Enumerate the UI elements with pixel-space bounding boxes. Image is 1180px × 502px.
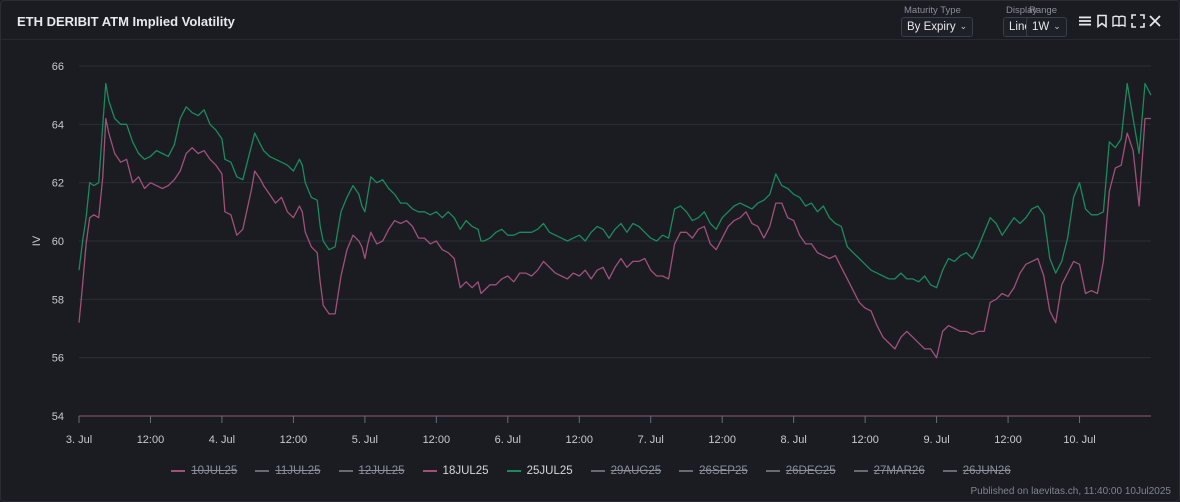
menu-icon[interactable] xyxy=(1078,14,1092,28)
x-tick-label: 12:00 xyxy=(423,434,451,446)
series-line-18JUL25 xyxy=(78,117,1151,359)
y-axis-label: IV xyxy=(31,235,43,246)
x-tick-label: 5. Jul xyxy=(352,434,378,446)
range-select[interactable]: 1W ⌄ xyxy=(1026,17,1067,37)
published-footer: Published on laevitas.ch, 11:40:00 10Jul… xyxy=(970,486,1171,497)
legend-item-25JUL25[interactable]: 25JUL25 xyxy=(506,465,573,477)
y-tick-label: 56 xyxy=(52,353,64,365)
legend-item-10JUL25[interactable]: 10JUL25 xyxy=(171,465,237,477)
chevron-down-icon: ⌄ xyxy=(1053,20,1061,31)
display-label: Display xyxy=(1006,5,1038,16)
x-tick-label: 12:00 xyxy=(566,434,594,446)
legend-label: 10JUL25 xyxy=(191,465,238,477)
legend-label: 12JUL25 xyxy=(358,465,405,477)
iv-line-chart: 54 56 58 60 62 64 66 IV 3. Jul 12:00 4. Jul 12:00… xyxy=(31,61,1152,446)
y-tick-label: 64 xyxy=(52,119,64,131)
series-lines xyxy=(78,82,1152,359)
legend-swatch xyxy=(255,470,270,472)
legend-label: 26JUN26 xyxy=(962,465,1011,477)
legend-swatch xyxy=(506,470,521,472)
legend-item-26JUN26[interactable]: 26JUN26 xyxy=(942,465,1011,477)
maturity-type-label: Maturity Type xyxy=(904,5,961,16)
legend-item-11JUL25[interactable]: 11JUL25 xyxy=(255,465,321,477)
x-tick-label: 9. Jul xyxy=(923,434,949,446)
maturity-type-control[interactable]: Maturity Type By Expiry ⌄ xyxy=(901,5,974,37)
legend-item-18JUL25[interactable]: 18JUL25 xyxy=(422,465,489,477)
legend-label: 26SEP25 xyxy=(699,465,748,477)
legend-swatch xyxy=(590,470,605,472)
x-tick-label: 12:00 xyxy=(280,434,308,446)
maturity-type-value: By Expiry xyxy=(907,21,956,33)
range-value: 1W xyxy=(1032,21,1050,33)
x-tick-label: 7. Jul xyxy=(638,434,664,446)
legend-item-27MAR26[interactable]: 27MAR26 xyxy=(853,465,925,477)
x-tick-label: 12:00 xyxy=(708,434,736,446)
legend-label: 11JUL25 xyxy=(275,465,321,477)
bookmark-icon[interactable] xyxy=(1095,14,1109,28)
y-tick-label: 66 xyxy=(52,61,64,73)
chart-title: ETH DERIBIT ATM Implied Volatility xyxy=(17,14,235,29)
legend-label: 18JUL25 xyxy=(442,465,489,477)
x-tick-label: 8. Jul xyxy=(781,434,807,446)
chart-legend: 10JUL25 11JUL25 12JUL25 18JUL25 25JUL25 29AUG… xyxy=(1,465,1180,477)
header-divider xyxy=(1,39,1179,40)
y-tick-label: 58 xyxy=(52,294,64,306)
x-tick-label: 12:00 xyxy=(851,434,879,446)
y-tick-label: 60 xyxy=(52,236,64,248)
legend-swatch xyxy=(853,470,868,472)
x-tick-label: 10. Jul xyxy=(1063,434,1095,446)
y-tick-label: 54 xyxy=(52,411,64,423)
legend-swatch xyxy=(171,470,186,472)
legend-label: 26DEC25 xyxy=(785,465,836,477)
x-tick-label: 6. Jul xyxy=(495,434,521,446)
x-axis: 3. Jul 12:00 4. Jul 12:00 5. Jul 12:00 6. Jul 1… xyxy=(66,415,1151,446)
close-icon[interactable] xyxy=(1148,14,1162,28)
x-tick-label: 12:00 xyxy=(137,434,165,446)
x-tick-label: 3. Jul xyxy=(66,434,92,446)
display-value: Line xyxy=(1009,21,1031,33)
y-tick-label: 62 xyxy=(52,178,64,190)
legend-item-29AUG25[interactable]: 29AUG25 xyxy=(590,465,662,477)
legend-label: 25JUL25 xyxy=(526,465,573,477)
series-line-25JUL25 xyxy=(78,82,1152,289)
x-tick-label: 12:00 xyxy=(994,434,1022,446)
x-tick-label: 4. Jul xyxy=(209,434,235,446)
legend-swatch xyxy=(942,470,957,472)
legend-swatch xyxy=(422,470,437,472)
y-axis-ticks: 54 56 58 60 62 64 66 xyxy=(52,61,64,423)
legend-item-26SEP25[interactable]: 26SEP25 xyxy=(679,465,748,477)
chevron-down-icon: ⌄ xyxy=(959,20,968,31)
legend-item-26DEC25[interactable]: 26DEC25 xyxy=(765,465,836,477)
legend-item-12JUL25[interactable]: 12JUL25 xyxy=(338,465,405,477)
legend-swatch xyxy=(679,470,694,472)
legend-label: 27MAR26 xyxy=(873,465,925,477)
legend-swatch xyxy=(765,470,780,472)
grid-lines xyxy=(79,65,1151,359)
fullscreen-icon[interactable] xyxy=(1131,14,1145,28)
range-label: Range xyxy=(1029,5,1057,16)
book-icon[interactable] xyxy=(1112,14,1126,28)
range-control[interactable]: Range 1W ⌄ xyxy=(1026,5,1067,37)
legend-swatch xyxy=(338,470,353,472)
maturity-type-select[interactable]: By Expiry ⌄ xyxy=(901,17,974,37)
legend-label: 29AUG25 xyxy=(610,465,662,477)
